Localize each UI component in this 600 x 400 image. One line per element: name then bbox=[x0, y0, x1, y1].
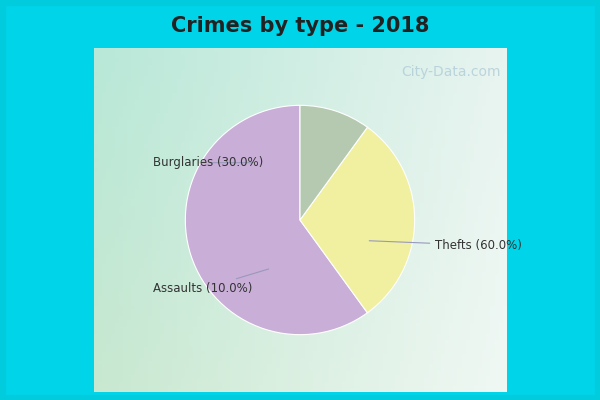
Text: Thefts (60.0%): Thefts (60.0%) bbox=[369, 239, 522, 252]
Text: City-Data.com: City-Data.com bbox=[401, 65, 500, 79]
Wedge shape bbox=[300, 105, 367, 220]
Text: Burglaries (30.0%): Burglaries (30.0%) bbox=[153, 156, 263, 169]
Text: Assaults (10.0%): Assaults (10.0%) bbox=[153, 269, 269, 295]
Wedge shape bbox=[185, 105, 367, 335]
Wedge shape bbox=[300, 127, 415, 313]
Text: Crimes by type - 2018: Crimes by type - 2018 bbox=[171, 16, 429, 36]
